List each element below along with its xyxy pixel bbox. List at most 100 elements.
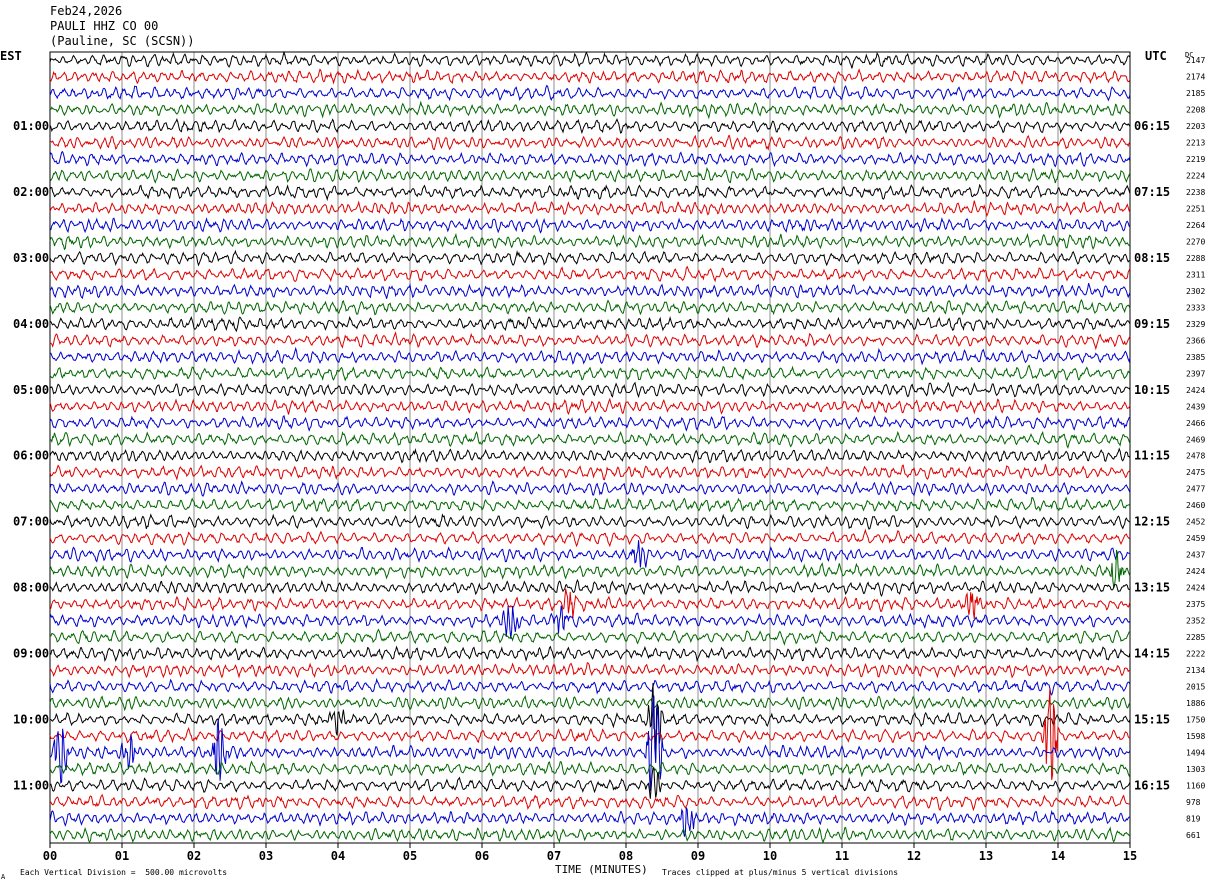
seismic-trace bbox=[49, 381, 1131, 399]
hour-label-est: 02:00 bbox=[13, 185, 49, 199]
dc-offset-label: 2366 bbox=[1186, 336, 1205, 345]
seismic-trace bbox=[49, 68, 1131, 86]
seismic-trace bbox=[49, 200, 1131, 218]
seismic-trace bbox=[49, 588, 1131, 620]
dc-offset-label: 1750 bbox=[1186, 715, 1205, 724]
seismic-trace bbox=[49, 150, 1131, 168]
hour-label-est: 06:00 bbox=[13, 449, 49, 463]
seismic-trace bbox=[49, 496, 1131, 513]
seismic-trace bbox=[49, 464, 1131, 481]
dc-offset-label: 2375 bbox=[1186, 600, 1205, 609]
seismic-trace bbox=[49, 331, 1131, 351]
dc-offset-label: 2424 bbox=[1186, 567, 1205, 576]
dc-offset-label: 978 bbox=[1186, 798, 1201, 807]
seismic-trace bbox=[49, 826, 1131, 844]
dc-offset-label: 2469 bbox=[1186, 435, 1205, 444]
seismic-trace bbox=[49, 183, 1131, 202]
seismic-trace bbox=[49, 232, 1131, 251]
seismic-trace bbox=[49, 645, 1131, 663]
seismic-trace bbox=[49, 695, 1131, 712]
seismic-trace bbox=[49, 430, 1131, 449]
x-tick-label: 13 bbox=[979, 849, 993, 863]
hour-label-est: 05:00 bbox=[13, 383, 49, 397]
hour-label-utc: 14:15 bbox=[1134, 646, 1170, 660]
dc-offset-label: 2333 bbox=[1186, 303, 1205, 312]
header-station: PAULI HHZ CO 00 bbox=[50, 19, 159, 33]
hour-label-est: 07:00 bbox=[13, 515, 49, 529]
x-tick-label: 00 bbox=[43, 849, 57, 863]
x-axis-title: TIME (MINUTES) bbox=[555, 863, 648, 876]
hour-label-utc: 08:15 bbox=[1134, 251, 1170, 265]
seismic-trace bbox=[49, 118, 1131, 135]
hour-label-utc: 07:15 bbox=[1134, 185, 1170, 199]
dc-offset-label: 2251 bbox=[1186, 205, 1205, 214]
hour-label-est: 09:00 bbox=[13, 646, 49, 660]
right-axis-label: UTC bbox=[1145, 49, 1167, 63]
dc-label: DC bbox=[1185, 51, 1193, 59]
seismic-trace bbox=[49, 688, 1131, 780]
seismic-trace bbox=[49, 364, 1131, 382]
dc-offset-label: 2439 bbox=[1186, 402, 1205, 411]
dc-offset-label: 2352 bbox=[1186, 617, 1205, 626]
seismic-trace bbox=[49, 298, 1131, 316]
x-tick-label: 15 bbox=[1123, 849, 1137, 863]
hour-label-utc: 12:15 bbox=[1134, 515, 1170, 529]
seismic-trace bbox=[49, 249, 1131, 267]
dc-offset-label: 2224 bbox=[1186, 172, 1205, 181]
seismic-trace bbox=[50, 346, 1131, 366]
dc-offset-label: 2147 bbox=[1186, 56, 1205, 65]
seismic-trace bbox=[49, 100, 1131, 120]
dc-offset-label: 2477 bbox=[1186, 485, 1205, 494]
dc-offset-label: 2385 bbox=[1186, 353, 1205, 362]
clip-note: Traces clipped at plus/minus 5 vertical … bbox=[662, 868, 899, 877]
header-date: Feb24,2026 bbox=[50, 4, 123, 18]
dc-offset-label: 2285 bbox=[1186, 633, 1205, 642]
seismic-trace bbox=[49, 265, 1131, 283]
dc-offset-label: 2302 bbox=[1186, 287, 1205, 296]
seismic-trace bbox=[49, 528, 1131, 548]
dc-offset-label: 2264 bbox=[1186, 221, 1205, 230]
dc-offset-label: 2134 bbox=[1186, 666, 1205, 675]
seismic-trace bbox=[49, 282, 1131, 300]
plot-frame bbox=[49, 51, 1131, 844]
seismic-trace bbox=[49, 578, 1131, 597]
hour-label-est: 04:00 bbox=[13, 317, 49, 331]
seismic-trace bbox=[49, 661, 1131, 679]
x-tick-label: 09 bbox=[691, 849, 705, 863]
seismic-trace bbox=[49, 134, 1131, 151]
dc-offset-label: 2238 bbox=[1186, 188, 1205, 197]
seismic-trace bbox=[49, 480, 1131, 498]
dc-offset-label: 2397 bbox=[1186, 369, 1205, 378]
seismic-trace bbox=[49, 760, 1131, 778]
x-tick-label: 07 bbox=[547, 849, 561, 863]
dc-offset-label: 2270 bbox=[1186, 238, 1205, 247]
dc-offset-label: 2424 bbox=[1186, 584, 1205, 593]
x-tick-label: 01 bbox=[115, 849, 129, 863]
dc-offset-label: 2213 bbox=[1186, 139, 1205, 148]
dc-offset-label: 2478 bbox=[1186, 452, 1205, 461]
hour-label-utc: 06:15 bbox=[1134, 119, 1170, 133]
dc-offset-label: 2424 bbox=[1186, 386, 1205, 395]
x-tick-label: 05 bbox=[403, 849, 417, 863]
seismic-trace bbox=[49, 677, 1131, 696]
seismic-trace bbox=[49, 84, 1131, 102]
seismic-trace bbox=[49, 767, 1131, 799]
dc-offset-label: 2015 bbox=[1186, 682, 1205, 691]
dc-offset-label: 2452 bbox=[1186, 518, 1205, 527]
dc-offset-label: 1598 bbox=[1186, 732, 1205, 741]
x-tick-label: 11 bbox=[835, 849, 849, 863]
dc-offset-label: 2459 bbox=[1186, 534, 1205, 543]
seismic-trace bbox=[49, 315, 1131, 333]
dc-offset-label: 2222 bbox=[1186, 649, 1205, 658]
seismic-trace bbox=[49, 695, 1131, 792]
seismic-trace bbox=[49, 793, 1131, 812]
seismic-trace bbox=[49, 540, 1131, 568]
dc-offset-label: 1160 bbox=[1186, 781, 1205, 790]
hour-label-est: 08:00 bbox=[13, 581, 49, 595]
dc-offset-label: 1303 bbox=[1186, 765, 1205, 774]
dc-offset-label: 2466 bbox=[1186, 419, 1205, 428]
seismic-trace bbox=[49, 807, 1131, 837]
seismic-trace bbox=[49, 549, 1131, 589]
dc-offset-label: 2185 bbox=[1186, 89, 1205, 98]
